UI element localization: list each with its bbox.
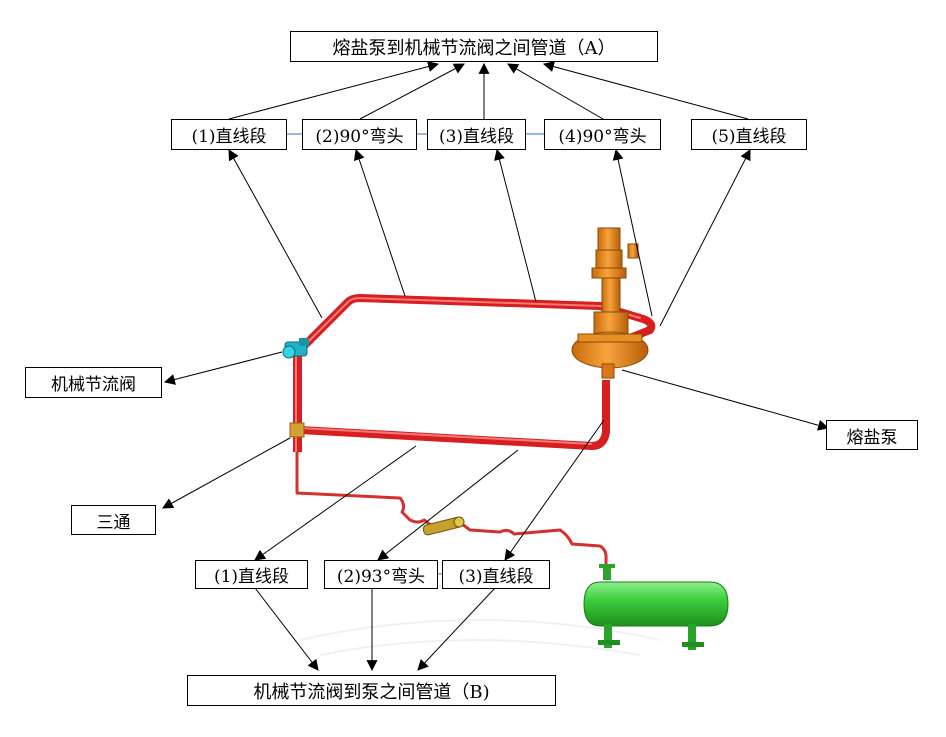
upper-segment-1: (1)直线段 [171,119,287,150]
lower-segment-1: (1)直线段 [195,560,308,589]
throttle-valve-graphic [282,338,309,359]
top-title: 熔盐泵到机械节流阀之间管道（A） [290,31,658,62]
segment-connectors [287,133,544,575]
arrows-to-upper-segments [228,148,751,327]
bottom-title: 机械节流阀到泵之间管道（B) [187,675,556,706]
arrows-to-components [162,351,830,509]
arrows-to-bottom-title [254,587,496,672]
tee-label: 三通 [71,505,156,535]
upper-segment-4: (4)90°弯头 [544,119,661,150]
arrows-to-top-title [228,61,749,120]
upper-pipe-loop [294,294,656,356]
tee-fitting [289,422,305,438]
pump-graphic [571,227,649,379]
drain-line [295,452,608,572]
upper-segment-3: (3)直线段 [427,119,526,150]
upper-segment-5: (5)直线段 [691,119,807,150]
lower-segment-3: (3)直线段 [442,560,550,589]
pump-label: 熔盐泵 [826,420,918,450]
lower-pipe [299,380,610,450]
left-vertical-pipe [293,352,302,452]
valve-label: 机械节流阀 [25,367,162,398]
upper-segment-2: (2)90°弯头 [302,119,417,150]
arrows-to-lower-segments [254,419,605,561]
drain-valve [422,516,465,536]
lower-segment-2: (2)93°弯头 [324,560,438,589]
tank-graphic [583,564,729,650]
